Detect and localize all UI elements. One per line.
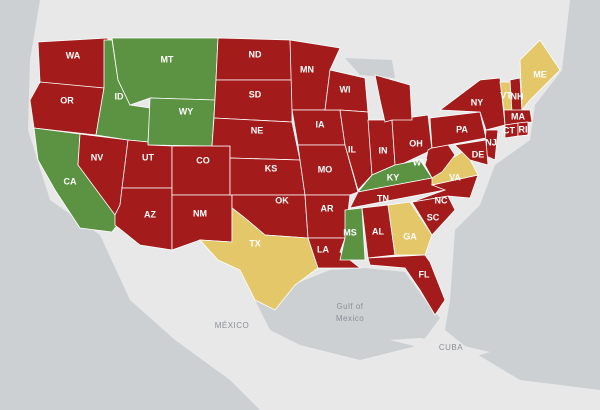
state-label: SD [249, 89, 262, 99]
state [339, 109, 373, 191]
state-label: NM [193, 208, 207, 218]
state-label: MA [511, 111, 525, 121]
state [29, 81, 105, 136]
state-label: ME [533, 69, 547, 79]
state-label: NC [435, 195, 448, 205]
state [391, 114, 433, 166]
labels: WA OR CA NV ID MT WY UT AZ CO NM ND SD NE KS OK TX MN IA MO… [60, 49, 547, 352]
state [147, 97, 216, 147]
pacific-ocean [0, 0, 260, 410]
state-label: GA [403, 231, 417, 241]
states [29, 37, 561, 316]
state-label: AL [372, 226, 384, 236]
state-label: OR [60, 95, 74, 105]
state-label: NJ [485, 137, 497, 147]
state [503, 109, 533, 126]
state [519, 39, 561, 112]
atlantic-ocean [445, 0, 600, 390]
state-label: NY [471, 97, 484, 107]
state-label: VA [449, 172, 461, 182]
state [37, 37, 109, 89]
state-label: NH [511, 91, 524, 101]
state-label: NE [251, 125, 264, 135]
state-label: KS [265, 163, 278, 173]
state [111, 37, 219, 106]
state-label: TX [249, 238, 261, 248]
state [454, 139, 489, 166]
place-label: Mexico [336, 314, 364, 323]
state [517, 121, 529, 137]
state-label: AZ [144, 209, 156, 219]
state-label: MN [300, 64, 314, 74]
state-label: ID [115, 91, 125, 101]
gulf [255, 268, 440, 360]
state-label: MO [318, 164, 333, 174]
state-label: CA [64, 176, 77, 186]
state-label: DE [472, 149, 485, 159]
state-label: CO [196, 155, 210, 165]
cuba-land [390, 338, 490, 358]
state-label: WA [66, 50, 81, 60]
state-label: OH [409, 138, 423, 148]
state [367, 254, 446, 316]
state-label: ND [249, 49, 262, 59]
state-label: RI [519, 124, 528, 134]
place-label: MÉXICO [215, 321, 250, 330]
state-label: IL [348, 144, 357, 154]
state-label: FL [419, 269, 430, 279]
state-label: MS [343, 227, 357, 237]
state-label: CT [503, 125, 515, 135]
state-label: WY [179, 106, 194, 116]
state-label: LA [317, 244, 329, 254]
state [339, 207, 366, 261]
state-label: UT [142, 152, 154, 162]
state-label: IA [316, 119, 326, 129]
state [199, 207, 319, 311]
state [213, 79, 293, 123]
state-label: MT [161, 54, 174, 64]
state-label: WI [340, 84, 351, 94]
state-label: OK [275, 195, 289, 205]
state-label: SC [427, 212, 440, 222]
state-label: KY [387, 172, 400, 182]
state-label: VT [500, 90, 512, 100]
state [171, 145, 231, 196]
great-lakes [345, 58, 395, 78]
state-label: AR [321, 203, 334, 213]
state-label: TN [377, 193, 389, 203]
state [374, 74, 413, 123]
place-label: Gulf of [336, 302, 363, 311]
state [121, 139, 173, 189]
place-label: CUBA [439, 343, 463, 352]
state-label: WV [413, 157, 428, 167]
state-label: PA [456, 124, 468, 134]
state-label: IN [379, 145, 388, 155]
state-label: NV [91, 152, 104, 162]
state [387, 201, 433, 256]
